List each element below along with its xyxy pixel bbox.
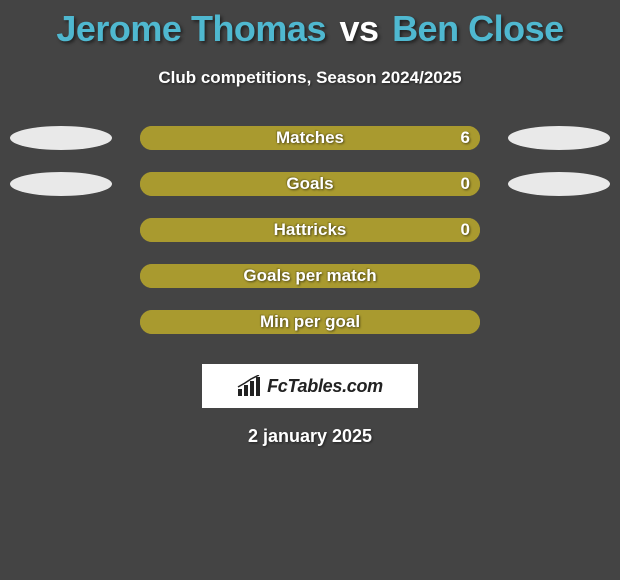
stat-label: Goals per match: [243, 266, 376, 286]
player1-marker: [10, 126, 112, 150]
stat-bar: 0 Hattricks: [140, 218, 480, 242]
stat-row: Min per goal: [0, 310, 620, 334]
stat-row: Goals per match: [0, 264, 620, 288]
logo-box: FcTables.com: [202, 364, 418, 408]
stat-row: 0 Hattricks: [0, 218, 620, 242]
bar-chart-icon: [237, 375, 263, 397]
stat-label: Hattricks: [274, 220, 347, 240]
logo-text: FcTables.com: [267, 376, 383, 397]
stat-right-value: 0: [461, 174, 470, 194]
stat-row: 0 Goals: [0, 172, 620, 196]
stat-row: 6 Matches: [0, 126, 620, 150]
stat-rows: 6 Matches 0 Goals 0 Hattricks Goals per match M…: [0, 126, 620, 334]
comparison-title: Jerome Thomas vs Ben Close: [0, 0, 620, 50]
stat-bar: Min per goal: [140, 310, 480, 334]
vs-label: vs: [340, 8, 379, 49]
player2-name: Ben Close: [392, 8, 564, 49]
stat-label: Matches: [276, 128, 344, 148]
player2-marker: [508, 172, 610, 196]
stat-label: Min per goal: [260, 312, 360, 332]
stat-bar: 0 Goals: [140, 172, 480, 196]
stat-label: Goals: [286, 174, 333, 194]
player2-marker: [508, 126, 610, 150]
player1-name: Jerome Thomas: [56, 8, 326, 49]
player1-marker: [10, 172, 112, 196]
stat-bar: 6 Matches: [140, 126, 480, 150]
date-label: 2 january 2025: [0, 426, 620, 447]
stat-right-value: 6: [461, 128, 470, 148]
stat-bar: Goals per match: [140, 264, 480, 288]
stat-right-value: 0: [461, 220, 470, 240]
subtitle: Club competitions, Season 2024/2025: [0, 68, 620, 88]
